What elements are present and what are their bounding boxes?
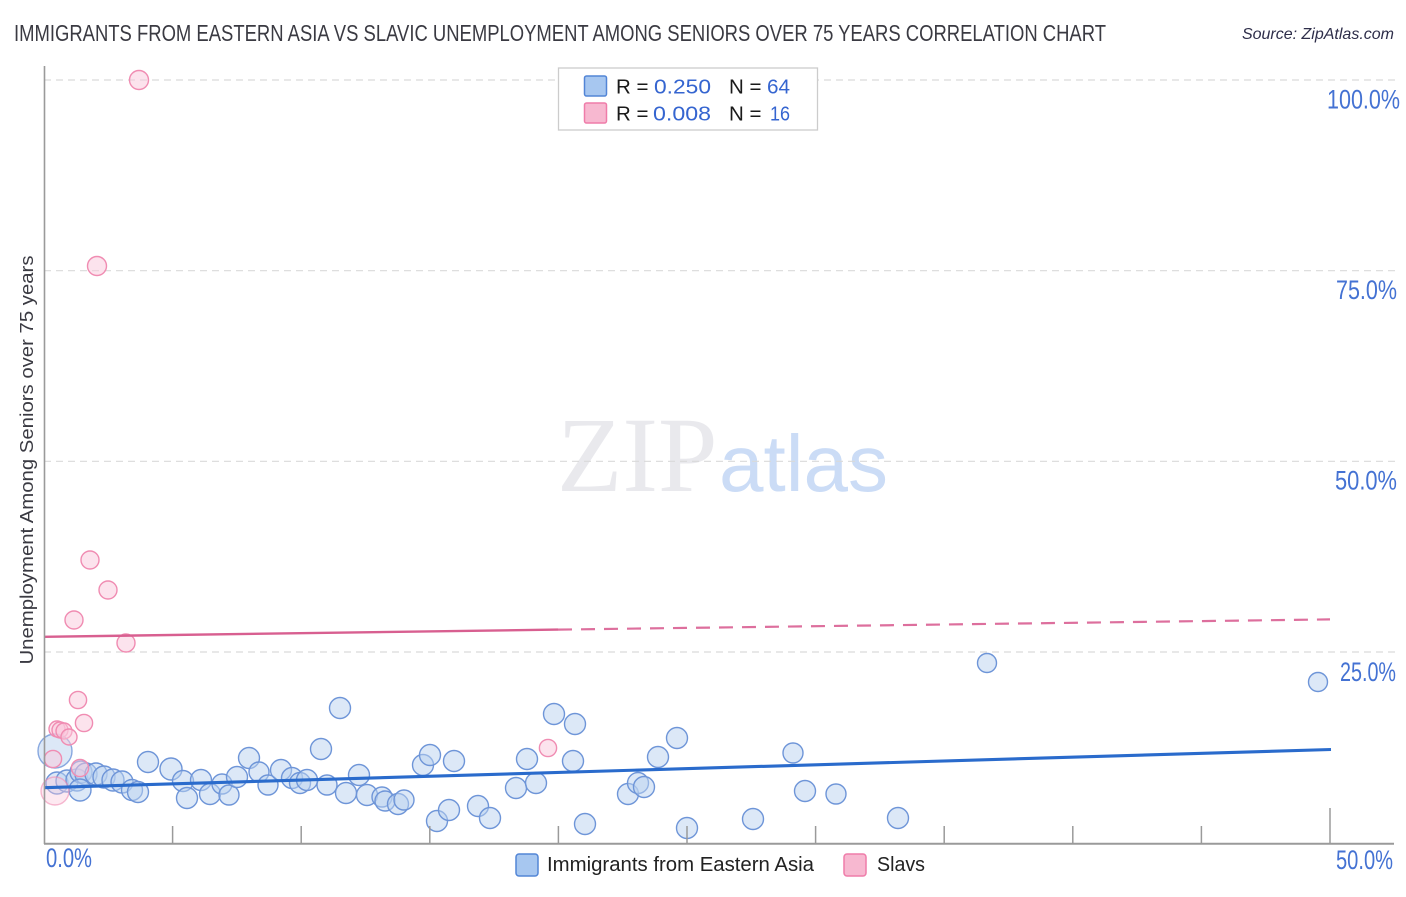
svg-text:Slavs: Slavs [877,854,925,876]
svg-text:Unemployment Among Seniors ove: Unemployment Among Seniors over 75 years [17,256,37,665]
svg-text:100.0%: 100.0% [1327,85,1400,115]
svg-text:75.0%: 75.0% [1336,275,1397,305]
svg-text:50.0%: 50.0% [1335,466,1397,496]
svg-text:0.0%: 0.0% [46,843,92,873]
svg-text:ZIP: ZIP [557,397,718,515]
svg-text:Source: ZipAtlas.com: Source: ZipAtlas.com [1242,26,1394,43]
svg-text:N =: N = [729,76,761,99]
svg-text:R =: R = [616,103,648,126]
svg-text:0.008: 0.008 [653,103,711,126]
svg-text:64: 64 [767,76,790,99]
svg-text:atlas: atlas [719,419,888,508]
svg-text:25.0%: 25.0% [1340,657,1396,687]
svg-text:0.250: 0.250 [654,76,711,99]
svg-text:Immigrants from Eastern Asia: Immigrants from Eastern Asia [547,854,815,876]
svg-text:N =: N = [729,103,761,126]
svg-text:R =: R = [616,76,648,99]
svg-text:16: 16 [770,103,790,126]
svg-text:IMMIGRANTS FROM EASTERN ASIA V: IMMIGRANTS FROM EASTERN ASIA VS SLAVIC U… [14,20,1106,46]
svg-text:50.0%: 50.0% [1336,845,1393,875]
